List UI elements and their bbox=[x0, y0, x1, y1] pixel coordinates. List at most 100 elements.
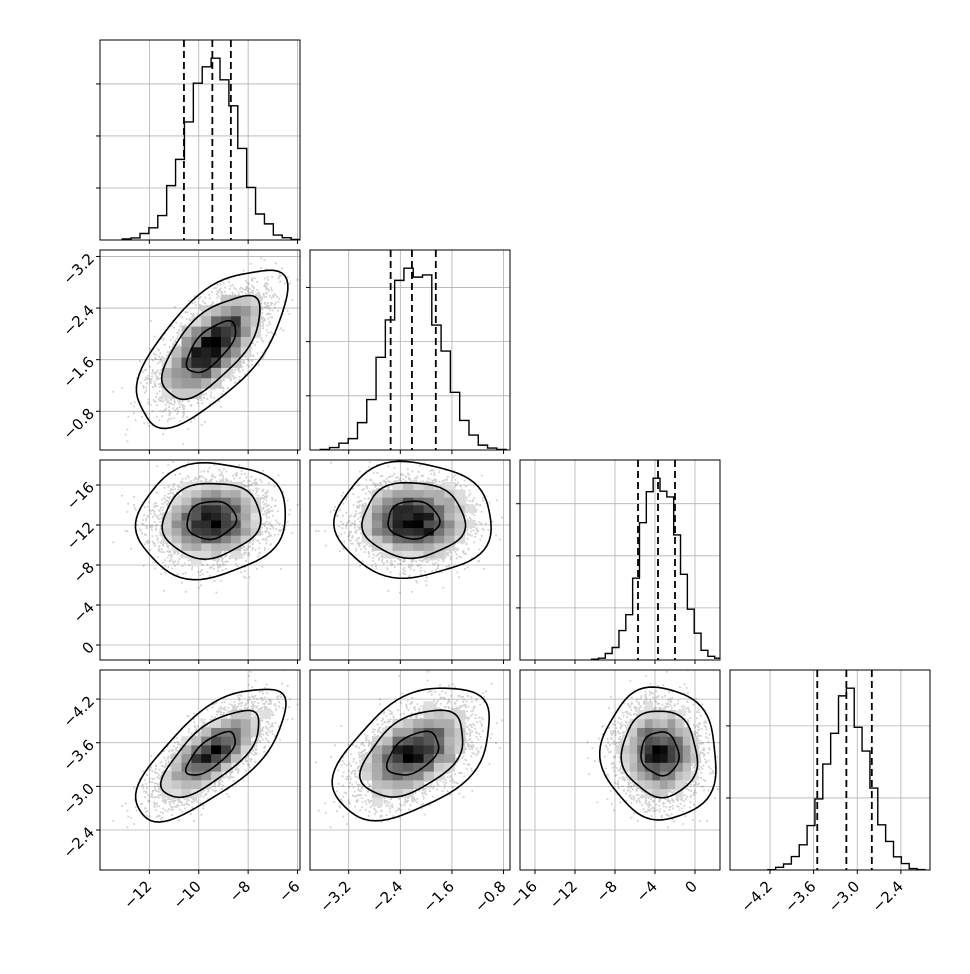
panel-frame bbox=[309, 669, 511, 871]
density-cell bbox=[191, 535, 202, 544]
density-cell bbox=[382, 504, 394, 513]
density-cell bbox=[240, 497, 252, 506]
density-cell bbox=[371, 753, 383, 763]
density-cell bbox=[220, 489, 232, 498]
density-cell bbox=[382, 535, 394, 544]
density-cell bbox=[413, 482, 425, 491]
density-cell bbox=[637, 771, 646, 781]
density-cell bbox=[382, 779, 394, 790]
density-cell bbox=[667, 727, 676, 737]
density-cell bbox=[181, 512, 192, 521]
contour-line bbox=[385, 730, 440, 776]
density-cell bbox=[660, 744, 669, 755]
density-cell bbox=[161, 388, 173, 399]
density-cell bbox=[181, 771, 192, 781]
scatter-panel-2-1 bbox=[309, 459, 511, 664]
density-cell bbox=[392, 788, 404, 798]
density-cell bbox=[413, 504, 425, 513]
density-cell bbox=[464, 520, 476, 529]
density-cell bbox=[660, 762, 669, 772]
density-cell bbox=[382, 489, 394, 498]
density-cell bbox=[230, 295, 242, 306]
density-cell bbox=[191, 512, 202, 521]
contour-line bbox=[331, 687, 491, 822]
density-cell bbox=[652, 718, 661, 728]
density-cell bbox=[240, 535, 252, 544]
density-cell bbox=[682, 744, 691, 755]
density-cell bbox=[230, 753, 242, 763]
density-cell bbox=[211, 512, 222, 521]
density-cell bbox=[211, 305, 222, 317]
density-cell bbox=[371, 771, 383, 781]
density-cell bbox=[191, 558, 202, 567]
density-cell bbox=[201, 504, 212, 513]
density-cell bbox=[181, 504, 192, 513]
density-cell bbox=[644, 701, 653, 711]
contour-line bbox=[185, 319, 237, 374]
density-cell bbox=[629, 753, 638, 763]
contour-line bbox=[387, 500, 441, 540]
density-cell bbox=[191, 542, 202, 551]
density-cell bbox=[171, 788, 182, 798]
density-cell bbox=[637, 762, 646, 772]
panel-content bbox=[730, 670, 930, 870]
density-cell bbox=[413, 753, 425, 763]
density-cell bbox=[371, 535, 383, 544]
density-cell bbox=[433, 550, 445, 559]
density-cell bbox=[201, 357, 212, 368]
density-cell bbox=[660, 753, 669, 763]
density-cell bbox=[201, 762, 212, 772]
density-cell bbox=[191, 520, 202, 529]
density-cell bbox=[690, 744, 699, 755]
density-cell bbox=[423, 542, 435, 551]
density-cell bbox=[392, 753, 404, 763]
density-cell bbox=[392, 542, 404, 551]
density-cell bbox=[444, 718, 456, 728]
density-cell bbox=[211, 771, 222, 781]
density-cell bbox=[392, 762, 404, 772]
density-cell bbox=[201, 377, 212, 389]
density-cell bbox=[652, 771, 661, 781]
density-cell bbox=[230, 305, 242, 317]
density-cell bbox=[171, 377, 182, 389]
density-cell bbox=[240, 744, 252, 755]
density-cell bbox=[629, 762, 638, 772]
density-cell bbox=[371, 489, 383, 498]
panel-frame bbox=[309, 459, 511, 661]
density-cell bbox=[230, 497, 242, 506]
density-cell bbox=[171, 527, 182, 536]
density-cell bbox=[637, 718, 646, 728]
density-cell bbox=[171, 542, 182, 551]
density-cell bbox=[382, 527, 394, 536]
density-cell bbox=[402, 489, 414, 498]
density-cell bbox=[444, 762, 456, 772]
density-cell bbox=[240, 489, 252, 498]
density-cell bbox=[413, 550, 425, 559]
density-cell bbox=[211, 520, 222, 529]
density-cell bbox=[230, 550, 242, 559]
density-cell bbox=[181, 788, 192, 798]
density-cell bbox=[171, 762, 182, 772]
density-cell bbox=[382, 788, 394, 798]
density-cell bbox=[675, 762, 684, 772]
density-cell bbox=[382, 753, 394, 763]
contour-line bbox=[134, 688, 287, 823]
density-cell bbox=[211, 336, 222, 348]
density-cell bbox=[181, 482, 192, 491]
panel-frame bbox=[99, 459, 301, 661]
density-cell bbox=[171, 388, 182, 399]
density-cell bbox=[652, 736, 661, 746]
density-cell bbox=[675, 736, 684, 746]
density-cell bbox=[230, 336, 242, 348]
density-cell bbox=[444, 710, 456, 720]
panel-frame bbox=[519, 669, 721, 871]
density-cell bbox=[211, 504, 222, 513]
density-cell bbox=[220, 336, 232, 348]
density-cell bbox=[402, 482, 414, 491]
density-cell bbox=[392, 497, 404, 506]
density-cell bbox=[433, 762, 445, 772]
density-cell bbox=[675, 779, 684, 790]
density-cell bbox=[622, 736, 631, 746]
density-cell bbox=[614, 744, 623, 755]
density-cell bbox=[652, 788, 661, 798]
